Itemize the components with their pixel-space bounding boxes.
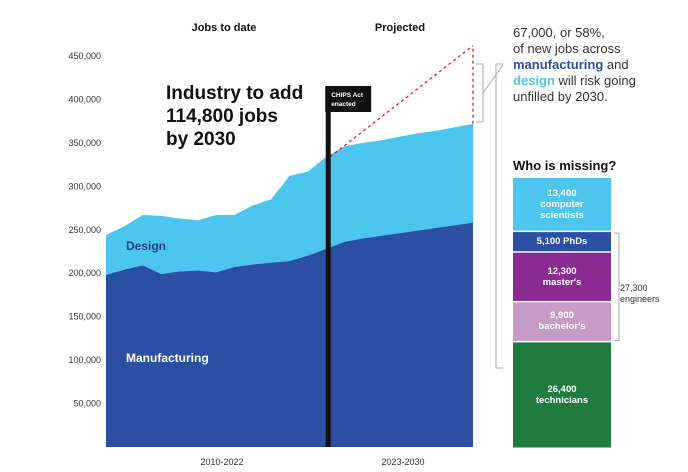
missing-segment-label-line: bachelor's [538, 321, 586, 333]
missing-segment [513, 252, 611, 301]
x-range-label: 2023-2030 [381, 457, 424, 467]
missing-segment-label-line: master's [542, 276, 582, 288]
missing-segment [513, 342, 611, 448]
projected-dotted-line [329, 45, 474, 158]
missing-segment-label: 13,400 computer scientists [515, 188, 609, 221]
y-tick-label: 50,000 [73, 399, 101, 409]
chips-act-marker-bar [325, 86, 331, 447]
headline: Industry to add 114,800 jobs by 2030 [166, 82, 303, 151]
y-tick-label: 400,000 [68, 94, 101, 104]
manufacturing-series-label: Manufacturing [126, 351, 209, 365]
callout-line-4: design will risk going [513, 73, 683, 89]
missing-segment-label-line: scientists [540, 209, 584, 221]
missing-segment-label: 9,900 bachelor's [515, 310, 609, 332]
missing-segment-label-line: 12,300 [547, 265, 577, 277]
missing-segment [513, 302, 611, 341]
gap-connector [482, 64, 504, 94]
callout-rest-1: will risk going [554, 73, 636, 88]
callout-line-3: manufacturing and [513, 57, 683, 73]
callout-line-2: of new jobs across [513, 41, 621, 56]
headline-line-2: 114,800 jobs [166, 106, 278, 127]
who-is-missing-title: Who is missing? [513, 158, 617, 173]
missing-bracket [495, 63, 503, 369]
y-tick-label: 300,000 [68, 181, 101, 191]
y-tick-label: 250,000 [68, 225, 101, 235]
engineers-bracket [614, 232, 620, 341]
missing-segment [513, 232, 611, 252]
callout-manufacturing: manufacturing [513, 57, 604, 72]
engineers-count: 27,300 [620, 283, 648, 293]
gap-bracket [476, 63, 484, 123]
y-tick-label: 350,000 [68, 138, 101, 148]
missing-segment-label: 26,400 technicians [515, 384, 609, 406]
missing-segment-label-line: technicians [535, 394, 589, 406]
engineers-word: engineers [620, 294, 660, 304]
chips-act-label: enacted [331, 101, 356, 108]
missing-segment-label-line: computer [540, 198, 584, 210]
y-tick-label: 150,000 [68, 312, 101, 322]
missing-segment-label-line: 9,900 [550, 310, 574, 322]
missing-segment-label: 12,300 master's [515, 266, 609, 288]
missing-segment-label: 5,100 PhDs [515, 236, 609, 247]
x-range-label: 2010-2022 [200, 457, 243, 467]
callout-text: 67,000, or 58%, of new jobs across manuf… [513, 25, 683, 105]
headline-line-3: by 2030 [166, 129, 236, 150]
callout-line-1: 67,000, or 58%, [513, 25, 605, 40]
callout-and: and [603, 57, 629, 72]
chips-act-marker-flag [325, 86, 372, 112]
header-projected: Projected [375, 22, 425, 34]
y-tick-label: 100,000 [68, 355, 101, 365]
manufacturing-area [106, 222, 473, 447]
headline-line-1: Industry to add [166, 83, 304, 104]
missing-segment [513, 178, 611, 231]
chips-act-label: CHIPS Act [331, 92, 364, 99]
missing-segment-label-line: 26,400 [547, 383, 577, 395]
header-jobs-to-date: Jobs to date [192, 22, 257, 34]
callout-line-5: unfilled by 2030. [513, 89, 608, 104]
y-tick-label: 200,000 [68, 268, 101, 278]
y-tick-label: 450,000 [68, 51, 101, 61]
missing-segment-label-line: 13,400 [547, 187, 577, 199]
callout-design: design [513, 73, 555, 88]
engineers-label: 27,300 engineers [620, 283, 660, 305]
design-series-label: Design [126, 239, 166, 253]
missing-segment-label-line: 5,100 PhDs [536, 235, 588, 247]
